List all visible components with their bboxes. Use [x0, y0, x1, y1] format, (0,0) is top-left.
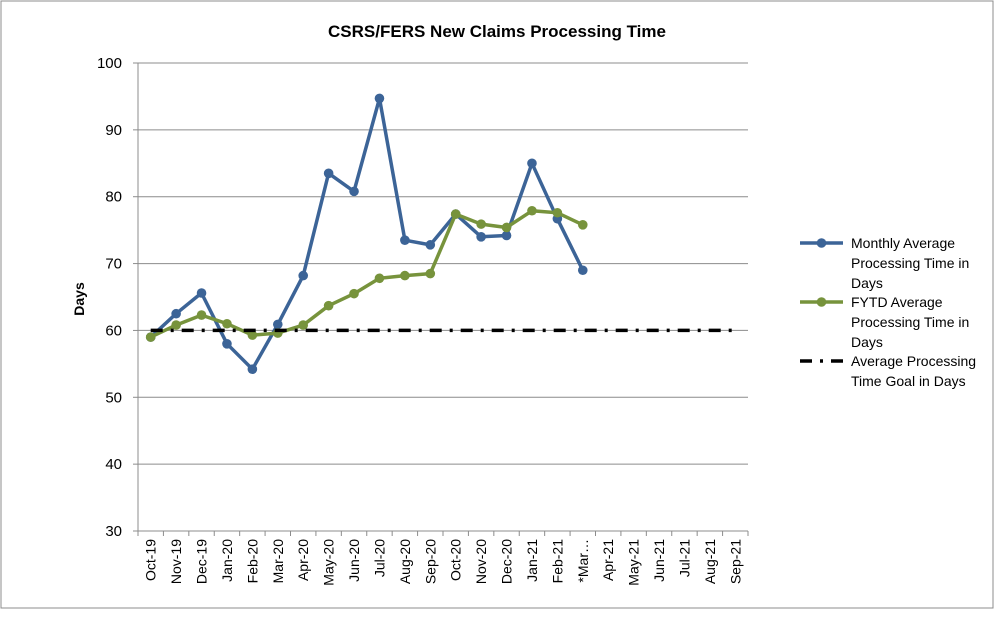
- x-tick-label: Dec-19: [194, 539, 210, 584]
- data-point: [476, 232, 486, 242]
- y-tick-label: 30: [105, 523, 122, 540]
- x-tick-label: Dec-20: [499, 539, 515, 584]
- data-point: [374, 273, 385, 284]
- legend-item-3: Average Processing Time Goal in Days: [800, 353, 976, 389]
- legend-label: Average Processing Time Goal in Days: [851, 353, 976, 389]
- x-tick-label: May-21: [626, 539, 642, 586]
- data-point: [222, 339, 232, 349]
- data-point: [196, 310, 207, 320]
- data-point: [323, 300, 334, 311]
- data-point: [527, 158, 537, 169]
- axes: 30 40 50 60 70 80 90 100 Oct-19 Nov-19 Dec-19 Jan-2…: [97, 55, 749, 586]
- data-point: [425, 268, 436, 279]
- x-tick-label: Nov-19: [168, 539, 184, 584]
- legend-label: FYTD Average Processing Time in Days: [851, 294, 969, 350]
- x-tick-label: Feb-21: [549, 539, 565, 584]
- legend-label: Monthly Average Processing Time in Days: [851, 235, 969, 291]
- x-tick-label: Oct-20: [448, 539, 464, 581]
- data-point: [247, 330, 258, 340]
- x-tick-label: Apr-21: [600, 539, 616, 581]
- data-point: [577, 219, 588, 230]
- series-2: [145, 205, 588, 342]
- x-tick-label: Feb-20: [244, 539, 260, 584]
- y-tick-label: 80: [105, 189, 122, 206]
- y-tick-label: 50: [105, 389, 122, 406]
- x-tick-label: May-20: [321, 539, 337, 586]
- chart-title: CSRS/FERS New Claims Processing Time: [328, 22, 666, 41]
- y-axis-label: Days: [71, 282, 87, 316]
- data-point: [196, 288, 207, 298]
- data-point: [450, 209, 461, 219]
- data-point: [552, 207, 563, 218]
- data-point: [374, 93, 385, 104]
- data-point: [349, 186, 359, 197]
- x-tick-label: Jun-21: [651, 539, 667, 582]
- data-point: [400, 235, 410, 245]
- legend-marker: [816, 238, 827, 248]
- y-tick-label: 90: [105, 122, 122, 139]
- x-tick-label: Aug-20: [397, 539, 413, 584]
- data-point: [501, 230, 512, 241]
- y-tick-label: 60: [105, 322, 122, 339]
- data-point: [247, 364, 258, 375]
- data-point: [298, 320, 309, 330]
- legend: Monthly Average Processing Time in DaysFYT…: [800, 235, 976, 389]
- x-tick-label: Apr-20: [295, 539, 311, 581]
- legend-item-2: FYTD Average Processing Time in Days: [800, 294, 969, 350]
- data-point: [577, 265, 588, 276]
- data-point: [298, 270, 309, 281]
- x-tick-label: Jun-20: [346, 539, 362, 582]
- x-tick-label: Aug-21: [702, 539, 718, 584]
- series: [145, 93, 736, 375]
- data-point: [272, 319, 283, 330]
- data-point: [222, 318, 232, 329]
- data-point: [425, 240, 436, 250]
- data-point: [501, 222, 512, 233]
- x-tick-label: Mar-20: [270, 539, 286, 584]
- legend-marker: [816, 297, 827, 307]
- data-point: [171, 320, 181, 330]
- x-tick-label: Sep-20: [422, 539, 438, 584]
- y-tick-label: 40: [105, 456, 122, 473]
- data-point: [527, 205, 537, 216]
- x-tick-label: *Mar…: [575, 539, 591, 583]
- y-tick-label: 100: [97, 55, 122, 72]
- data-point: [476, 219, 486, 229]
- x-tick-label: Nov-20: [473, 539, 489, 584]
- data-point: [171, 308, 181, 319]
- x-tick-label: Jan-21: [524, 539, 540, 582]
- data-point: [400, 270, 410, 281]
- data-point: [323, 168, 334, 179]
- x-tick-label: Jul-20: [371, 539, 387, 577]
- x-tick-label: Sep-21: [727, 539, 743, 584]
- x-tick-label: Jan-20: [219, 539, 235, 582]
- data-point: [145, 332, 156, 342]
- x-tick-label: Jul-21: [676, 539, 692, 577]
- data-point: [349, 288, 359, 299]
- legend-item-1: Monthly Average Processing Time in Days: [800, 235, 969, 291]
- x-tick-label: Oct-19: [143, 539, 159, 581]
- y-tick-label: 70: [105, 256, 122, 273]
